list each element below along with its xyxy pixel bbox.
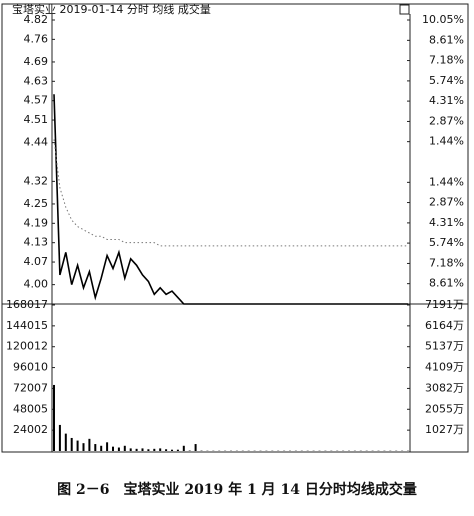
y2-tick-label: 7.18%	[429, 54, 464, 67]
volume-bar	[70, 437, 73, 451]
volume-bar	[53, 384, 55, 451]
y-tick-label: 4.51	[24, 113, 49, 126]
y-tick-label: 4.00	[24, 278, 49, 291]
volume-bar	[106, 442, 109, 451]
volume-bar	[100, 445, 103, 451]
volume-bar	[182, 445, 185, 451]
y2-tick-label: 1027万	[425, 423, 464, 436]
volume-bar	[176, 449, 179, 451]
y2-tick-label: 1.44%	[429, 175, 464, 188]
y2-tick-label: 8.61%	[429, 277, 464, 290]
y2-tick-label: 4109万	[425, 361, 464, 374]
volume-bar	[123, 445, 126, 451]
y2-tick-label: 5137万	[425, 340, 464, 353]
y2-tick-label: 10.05%	[422, 13, 464, 26]
volume-bar	[153, 448, 156, 451]
icon	[399, 4, 410, 15]
volume-bar	[141, 448, 144, 451]
y-tick-label: 4.07	[24, 255, 49, 268]
y-tick-label: 4.57	[24, 94, 49, 107]
y2-tick-label: 8.61%	[429, 33, 464, 46]
y2-tick-label: 1.44%	[429, 135, 464, 148]
y2-tick-label: 2055万	[425, 402, 464, 415]
volume-bar	[135, 448, 138, 451]
volume-bar	[64, 433, 67, 451]
y-tick-label: 96010	[13, 361, 48, 374]
y2-tick-label: 7191万	[425, 298, 464, 311]
y2-tick-label: 4.31%	[429, 216, 464, 229]
price-line	[53, 139, 408, 247]
chart-title: 宝塔实业 2019-01-14 分时 均线 成交量	[12, 2, 211, 16]
y2-tick-label: 4.31%	[429, 94, 464, 107]
y2-tick-label: 5.74%	[429, 74, 464, 87]
volume-bar	[147, 449, 150, 451]
y2-tick-label: 2.87%	[429, 196, 464, 209]
y-tick-label: 72007	[13, 381, 48, 394]
y-tick-label: 120012	[6, 340, 48, 353]
y-tick-label: 4.82	[24, 13, 49, 26]
volume-bar	[165, 449, 168, 451]
y-tick-label: 144015	[6, 319, 48, 332]
y-tick-label: 4.69	[24, 55, 49, 68]
volume-bar	[112, 446, 114, 451]
volume-bar	[159, 448, 162, 451]
price-line	[53, 94, 408, 305]
y-tick-label: 4.19	[24, 216, 49, 229]
volume-bar	[129, 448, 132, 451]
y-tick-label: 48005	[13, 402, 48, 415]
y-tick-label: 4.63	[24, 74, 49, 87]
y-tick-label: 4.13	[24, 236, 49, 249]
y-tick-label: 4.76	[24, 32, 49, 45]
volume-bar	[171, 449, 173, 451]
y-tick-label: 4.25	[24, 197, 49, 210]
y2-tick-label: 3082万	[425, 381, 464, 394]
caption: 图 2－6 宝塔实业 2019 年 1 月 14 日分时均线成交量	[57, 481, 417, 498]
volume-bar	[194, 444, 197, 451]
y-tick-label: 24002	[13, 423, 48, 436]
volume-bar	[88, 438, 91, 451]
y2-tick-label: 2.87%	[429, 114, 464, 127]
frame	[1, 3, 469, 453]
volume-bar	[58, 424, 61, 451]
volume-bar	[94, 444, 97, 451]
y2-tick-label: 5.74%	[429, 236, 464, 249]
y-tick-label: 4.44	[24, 136, 49, 149]
y-tick-label: 168017	[6, 298, 48, 311]
y2-tick-label: 7.18%	[429, 256, 464, 269]
y2-tick-label: 6164万	[425, 319, 464, 332]
y-tick-label: 4.32	[24, 174, 49, 187]
volume-bar	[76, 440, 79, 451]
volume-bar	[82, 443, 85, 451]
volume-bar	[117, 447, 120, 451]
